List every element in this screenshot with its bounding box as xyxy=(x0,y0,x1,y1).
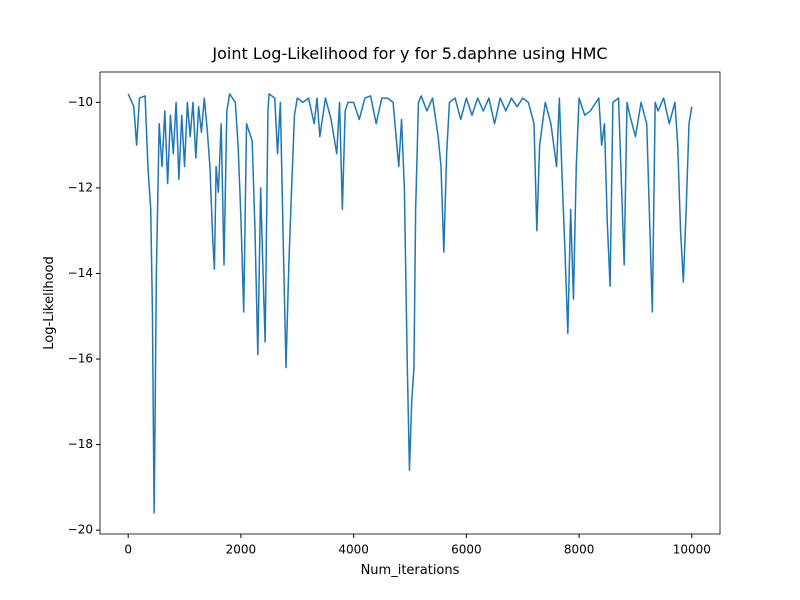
chart-title: Joint Log-Likelihood for y for 5.daphne … xyxy=(211,44,607,63)
y-tick-label: −10 xyxy=(68,95,93,109)
x-axis-label: Num_iterations xyxy=(361,563,460,578)
data-line xyxy=(127,93,693,514)
x-tick-label: 2000 xyxy=(226,543,257,557)
x-tick-label: 8000 xyxy=(564,543,595,557)
y-axis-label: Log-Likelihood xyxy=(42,256,57,349)
y-tick-label: −14 xyxy=(68,266,93,280)
plot-frame xyxy=(99,71,721,535)
y-tick-label: −16 xyxy=(68,352,93,366)
x-tick-label: 10000 xyxy=(673,543,711,557)
y-tick-label: −20 xyxy=(68,523,93,537)
x-tick-label: 4000 xyxy=(338,543,369,557)
x-tick-label: 0 xyxy=(124,543,132,557)
y-tick-label: −18 xyxy=(68,437,93,451)
x-tick-label: 6000 xyxy=(451,543,482,557)
y-tick-label: −12 xyxy=(68,180,93,194)
